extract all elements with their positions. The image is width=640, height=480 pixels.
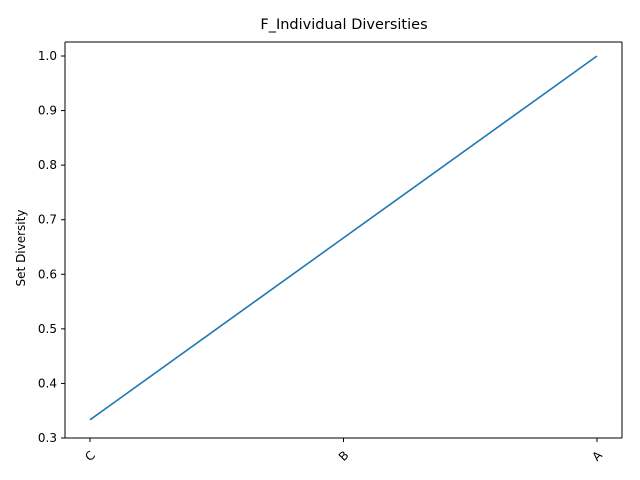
x-tick-label: A — [589, 448, 605, 464]
y-axis-label: Set Diversity — [14, 210, 28, 287]
y-tick-label: 0.5 — [38, 322, 57, 336]
y-tick-label: 1.0 — [38, 49, 57, 63]
y-tick-label: 0.8 — [38, 158, 57, 172]
plot-area: 0.3 0.4 0.5 0.6 0.7 0.8 0.9 1.0 C B A — [38, 41, 623, 464]
series-line — [89, 55, 598, 421]
y-tick-label: 0.9 — [38, 104, 57, 118]
x-tick-label: C — [82, 448, 98, 464]
y-tick-label: 0.7 — [38, 213, 57, 227]
x-tick-label: B — [336, 448, 352, 464]
y-tick-label: 0.4 — [38, 376, 57, 390]
y-tick-label: 0.3 — [38, 431, 57, 445]
chart-title: F_Individual Diversities — [260, 17, 427, 33]
y-tick-label: 0.6 — [38, 267, 57, 281]
